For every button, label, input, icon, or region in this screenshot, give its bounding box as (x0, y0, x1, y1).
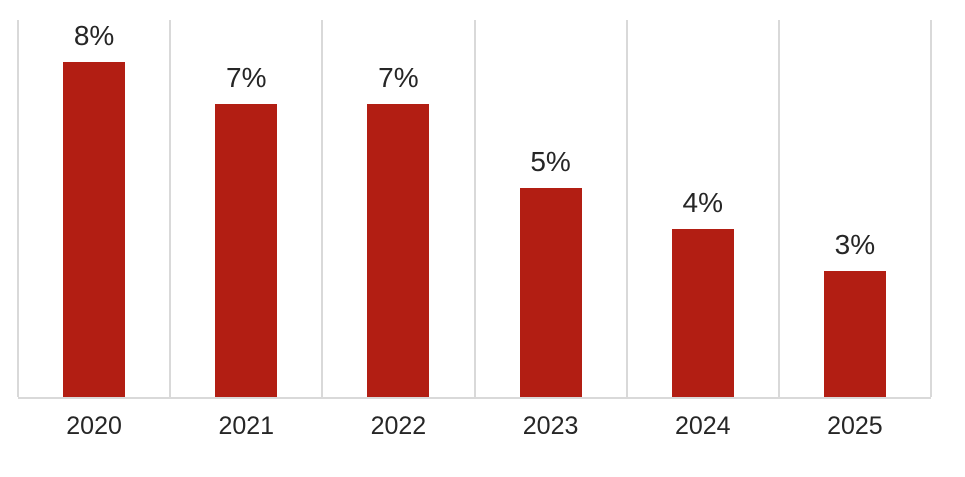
x-axis-label: 2024 (674, 412, 731, 440)
bar-value-label: 5% (530, 146, 571, 177)
bar-2022 (367, 104, 430, 397)
vertical-gridline (169, 20, 172, 397)
bar-2020 (63, 62, 126, 397)
bar-2024 (671, 229, 734, 397)
x-axis-line (18, 397, 931, 399)
bar-2025 (823, 271, 886, 397)
bar-value-label: 7% (226, 62, 267, 93)
plot-area: 8% 2020 7% 2021 7% 2022 5% 2023 4% 2024 3% 2025 (17, 20, 932, 440)
bar-2021 (215, 104, 278, 397)
vertical-gridline (17, 20, 19, 397)
vertical-gridline (625, 20, 628, 397)
x-axis-label: 2022 (370, 412, 427, 440)
vertical-gridline (473, 20, 476, 397)
vertical-gridline (777, 20, 780, 397)
bar-value-label: 7% (378, 62, 419, 93)
x-axis-label: 2020 (66, 412, 122, 440)
bar-2023 (519, 188, 582, 397)
vertical-gridline (321, 20, 324, 397)
bar-value-label: 8% (73, 20, 115, 51)
x-axis-label: 2023 (522, 412, 579, 440)
x-axis-label: 2025 (827, 412, 883, 440)
bar-value-label: 4% (682, 187, 723, 218)
x-axis-label: 2021 (218, 412, 275, 440)
bar-value-label: 3% (834, 229, 876, 260)
vertical-gridline (930, 20, 932, 397)
